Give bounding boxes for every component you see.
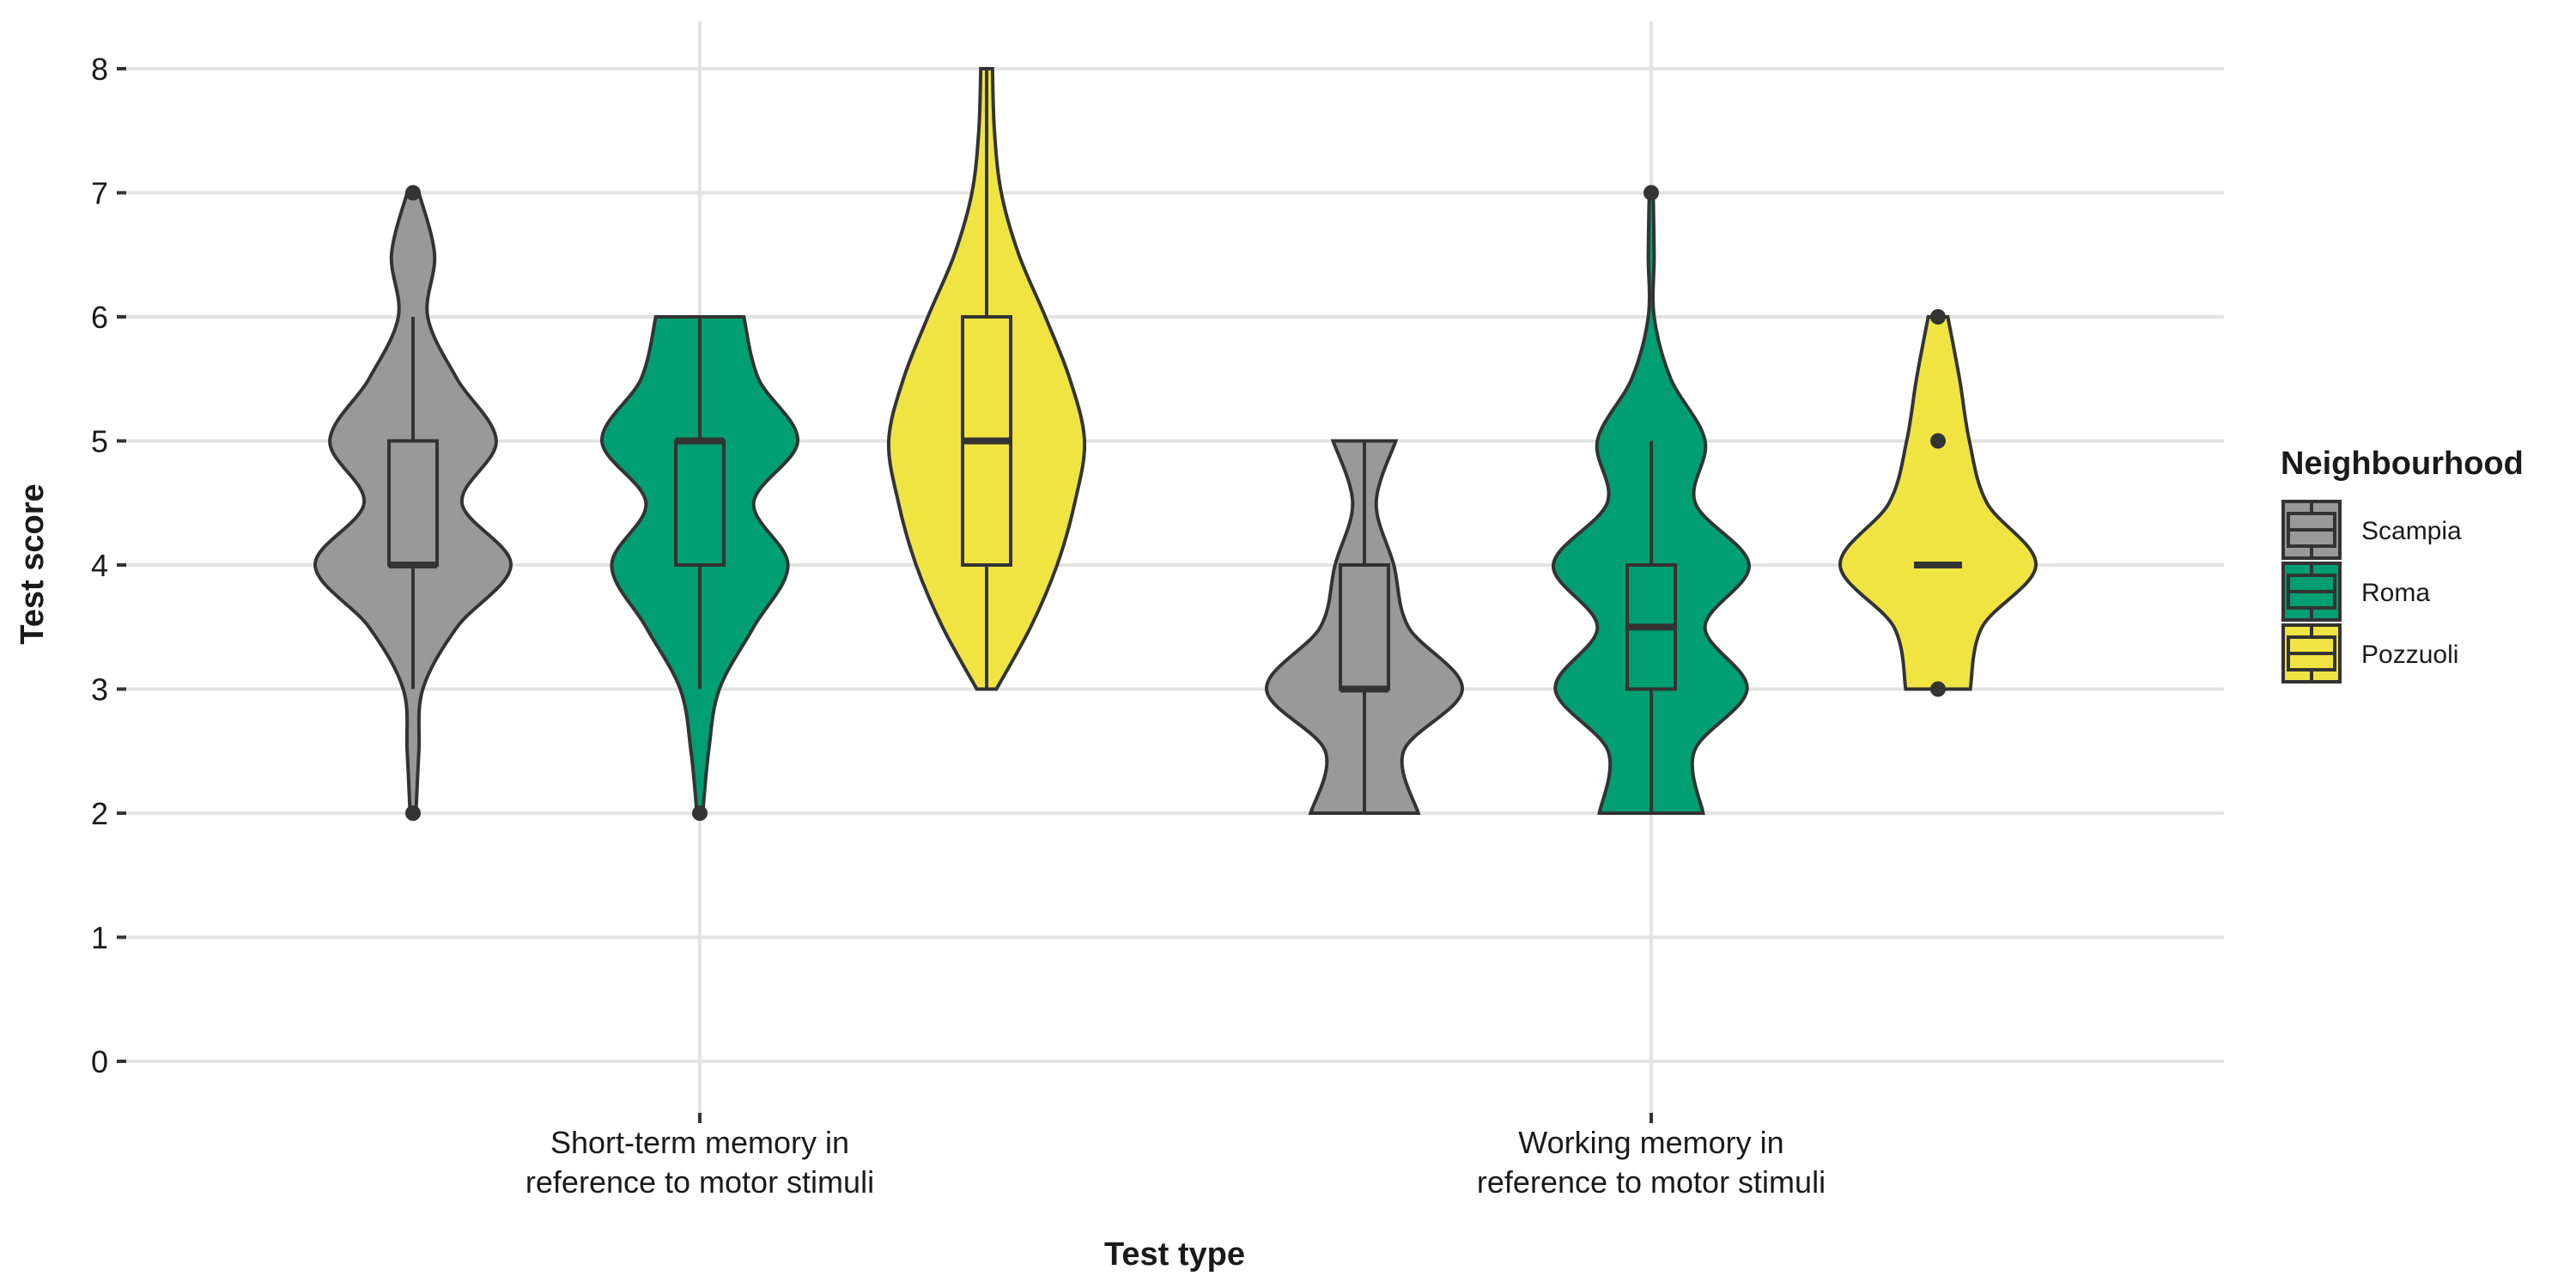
y-tick-label: 6 [91,300,108,335]
legend-key-scampia [2281,500,2342,560]
outlier-point [692,805,708,821]
violin-shape [1838,315,2038,691]
x-axis-title: Test type [1104,1236,1245,1273]
violin-scampia-0 [313,185,513,821]
y-tick-label: 3 [91,672,108,708]
plot-area [313,67,2038,821]
x-tick-label: Working memory in reference to motor stim… [1477,1125,1826,1200]
violin-roma-0 [599,315,800,821]
legend: Neighbourhood Scampia Roma Pozzuoli [2281,446,2524,683]
y-tick-label: 5 [91,424,108,459]
y-axis-title: Test score [15,483,51,644]
y-tick-label: 8 [91,52,108,87]
y-tick-label: 2 [91,796,108,831]
legend-title: Neighbourhood [2281,446,2524,482]
y-tick-label: 7 [91,176,108,211]
y-tick-label: 0 [91,1044,108,1079]
outlier-point [1930,433,1946,449]
box-iqr [1339,563,1390,691]
y-tick-label: 4 [91,548,108,583]
box-iqr [674,439,726,567]
outlier-point [1930,309,1946,325]
legend-label: Roma [2361,579,2430,607]
legend-label: Scampia [2361,517,2462,545]
x-axis: Short-term memory in reference to motor s… [526,1113,1826,1200]
box-iqr [387,439,439,567]
violin-pozzuoli-0 [886,67,1087,691]
legend-key-roma [2281,562,2342,622]
legend-label: Pozzuoli [2361,641,2458,669]
x-tick-label: Short-term memory in reference to motor s… [526,1125,874,1200]
y-tick-label: 1 [91,920,108,956]
violin-pozzuoli-1 [1838,309,2038,697]
outlier-point [405,805,421,821]
outlier-point [1930,681,1946,697]
outlier-point [405,185,421,201]
violin-scampia-1 [1264,439,1465,815]
legend-key-pozzuoli [2281,623,2342,683]
outlier-point [1643,185,1659,201]
violin-roma-1 [1552,185,1751,815]
y-axis: 0 1 2 3 4 5 6 7 8 [91,52,126,1079]
